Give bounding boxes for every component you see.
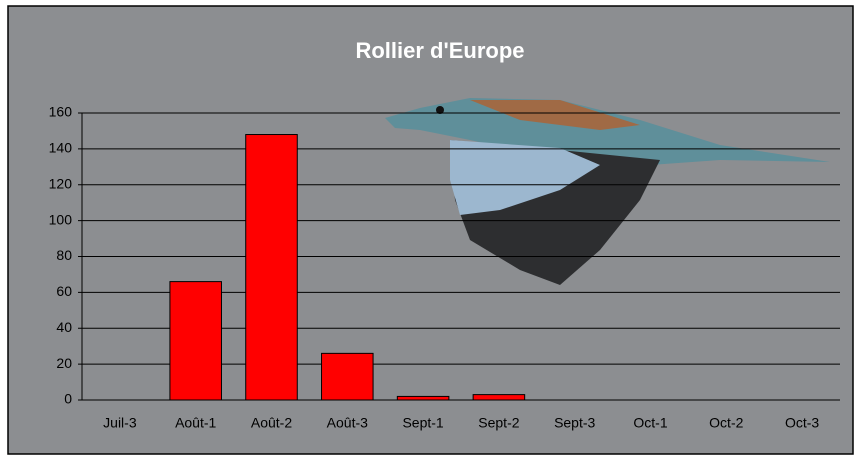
y-tick-label: 20 <box>56 355 72 371</box>
bar <box>169 281 222 401</box>
y-tick-label: 160 <box>49 104 73 120</box>
x-tick-label: Sept-2 <box>478 415 519 431</box>
y-tick-label: 120 <box>49 175 73 191</box>
y-tick-label: 60 <box>56 283 72 299</box>
bar <box>472 394 526 401</box>
y-tick-label: 0 <box>64 391 72 407</box>
y-tick-label: 80 <box>56 247 72 263</box>
chart-title: Rollier d'Europe <box>355 38 524 63</box>
y-tick-label: 140 <box>49 140 73 156</box>
bar <box>245 134 298 401</box>
x-tick-label: Août-2 <box>251 415 292 431</box>
x-tick-label: Oct-2 <box>709 415 743 431</box>
x-tick-label: Août-1 <box>175 415 216 431</box>
bird-illustration <box>385 98 830 285</box>
bar <box>321 352 374 401</box>
x-tick-label: Sept-1 <box>402 415 443 431</box>
y-tick-label: 40 <box>56 319 72 335</box>
x-tick-label: Sept-3 <box>554 415 595 431</box>
x-tick-label: Oct-3 <box>785 415 819 431</box>
chart-area <box>7 5 854 455</box>
bar <box>396 395 450 401</box>
x-tick-label: Juil-3 <box>103 415 137 431</box>
y-tick-label: 100 <box>49 211 73 227</box>
x-tick-label: Oct-1 <box>633 415 667 431</box>
x-tick-label: Août-3 <box>327 415 368 431</box>
